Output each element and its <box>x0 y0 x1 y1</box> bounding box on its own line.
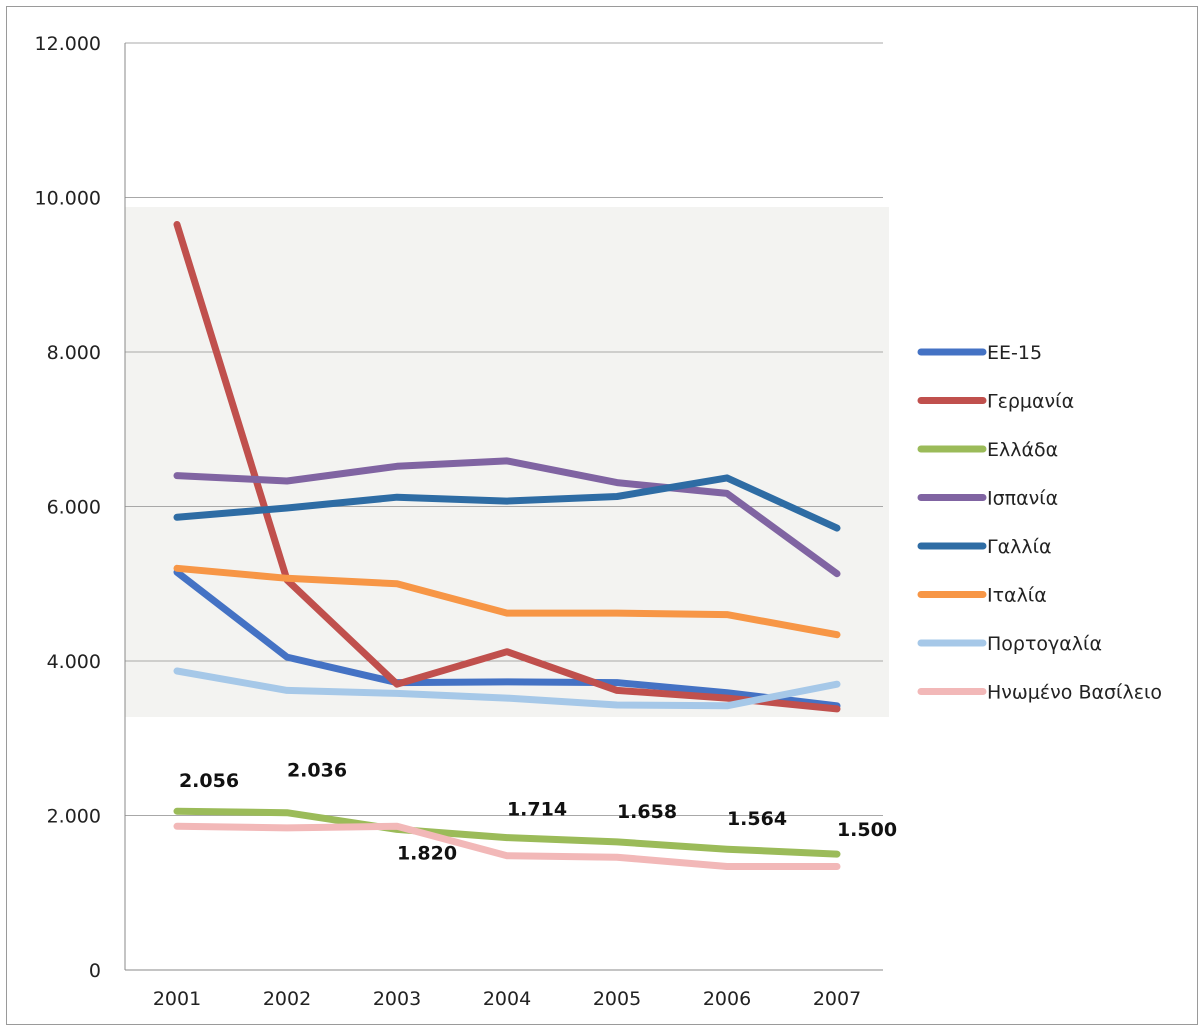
x-tick-label: 2003 <box>373 988 421 1010</box>
y-tick-label: 8.000 <box>47 342 101 364</box>
x-tick-label: 2001 <box>153 988 201 1010</box>
y-tick-label: 6.000 <box>47 497 101 519</box>
series-line <box>173 457 841 578</box>
x-tick-label: 2005 <box>593 988 641 1010</box>
series-line <box>173 822 841 870</box>
legend-label: Πορτογαλία <box>987 633 1102 655</box>
legend-label: Ηνωμένο Βασίλειο <box>987 682 1162 704</box>
series-lines <box>173 221 841 870</box>
y-tick-label: 2.000 <box>47 806 101 828</box>
x-tick-label: 2007 <box>813 988 861 1010</box>
data-label: 2.056 <box>179 770 239 792</box>
series-line <box>173 568 841 710</box>
axes: 0 2.000 4.000 6.000 8.000 10.000 12.000 2001 200… <box>35 33 883 1010</box>
y-tick-label: 0 <box>89 960 101 982</box>
y-tick-label: 10.000 <box>35 188 101 210</box>
series-line <box>173 474 841 532</box>
data-label: 1.500 <box>837 819 897 841</box>
x-tick-label: 2006 <box>703 988 751 1010</box>
chart-frame: 0 2.000 4.000 6.000 8.000 10.000 12.000 2001 200… <box>6 6 1198 1025</box>
legend-label: ΕΕ-15 <box>987 342 1042 364</box>
data-label: 1.564 <box>727 808 787 830</box>
y-tick-label: 12.000 <box>35 33 101 55</box>
series-line <box>173 564 841 639</box>
data-label: 1.658 <box>617 801 677 823</box>
x-tick-label: 2004 <box>483 988 531 1010</box>
x-tick-label: 2002 <box>263 988 311 1010</box>
legend-label: Ισπανία <box>987 488 1058 510</box>
series-line <box>173 807 841 858</box>
legend-label: Γερμανία <box>987 391 1074 413</box>
series-line <box>173 667 841 710</box>
line-chart: 0 2.000 4.000 6.000 8.000 10.000 12.000 2001 200… <box>35 33 1163 1010</box>
legend: ΕΕ-15 Γερμανία Ελλάδα Ισπανία Γαλλία Ιταλία Πο… <box>917 342 1162 704</box>
y-tick-label: 4.000 <box>47 651 101 673</box>
legend-label: Ιταλία <box>987 585 1047 607</box>
data-label: 2.036 <box>287 760 347 782</box>
legend-label: Ελλάδα <box>987 439 1058 461</box>
data-labels: 2.056 2.036 1.820 1.714 1.658 1.564 1.500 <box>179 760 897 865</box>
data-label: 1.714 <box>507 799 567 821</box>
data-label: 1.820 <box>397 842 457 864</box>
legend-label: Γαλλία <box>987 536 1052 558</box>
